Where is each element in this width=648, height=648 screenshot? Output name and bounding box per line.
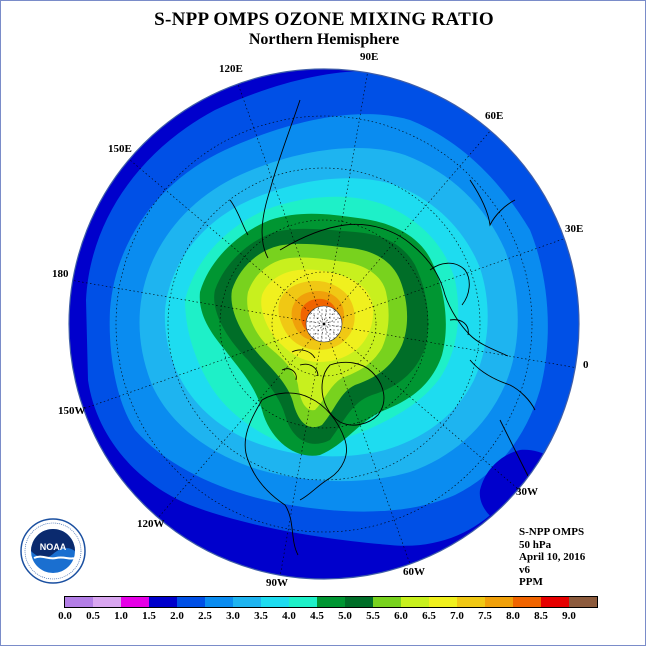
noaa-logo-icon: NOAA xyxy=(20,518,86,584)
colorbar-tick-label: 5.0 xyxy=(338,610,352,622)
info-block: S-NPP OMPS 50 hPa April 10, 2016 v6 PPM xyxy=(519,526,585,589)
colorbar-tick-label: 6.5 xyxy=(422,610,436,622)
lon-label-30w: 30W xyxy=(516,486,538,498)
colorbar-swatch xyxy=(317,597,345,607)
colorbar-swatch xyxy=(457,597,485,607)
ozone-contours xyxy=(69,69,579,579)
colorbar-tick-label: 8.5 xyxy=(534,610,548,622)
colorbar-swatch xyxy=(289,597,317,607)
colorbar-tick-label: 2.0 xyxy=(170,610,184,622)
lon-label-180: 180 xyxy=(52,268,69,280)
info-units: PPM xyxy=(519,576,543,588)
colorbar-tick-label: 6.0 xyxy=(394,610,408,622)
meridian-150w xyxy=(79,323,325,411)
colorbar-tick-label: 4.0 xyxy=(282,610,296,622)
info-version: v6 xyxy=(519,563,530,576)
colorbar-swatch xyxy=(205,597,233,607)
colorbar-swatch xyxy=(541,597,569,607)
colorbar-swatch xyxy=(373,597,401,607)
colorbar-swatch xyxy=(93,597,121,607)
colorbar-tick-label: 3.0 xyxy=(226,610,240,622)
coastlines xyxy=(229,99,549,556)
meridian-90w xyxy=(279,323,325,578)
colorbar-swatch xyxy=(149,597,177,607)
colorbar-swatch xyxy=(121,597,149,607)
colorbar-swatch xyxy=(485,597,513,607)
latitude-circle-80 xyxy=(271,271,377,377)
meridian-120e xyxy=(237,83,325,325)
colorbar-tick-label: 1.5 xyxy=(142,610,156,622)
colorbar-tick-label: 0.5 xyxy=(86,610,100,622)
colorbar-tick-label: 7.0 xyxy=(450,610,464,622)
asia-east-coast xyxy=(229,99,301,259)
map-title: S-NPP OMPS OZONE MIXING RATIO xyxy=(154,9,494,30)
colorbar xyxy=(64,596,598,608)
map-subtitle: Northern Hemisphere xyxy=(248,31,400,48)
lon-label-150e: 150E xyxy=(108,143,132,155)
lon-label-0: 0 xyxy=(583,359,589,371)
colorbar-swatch xyxy=(261,597,289,607)
info-instrument: S-NPP OMPS xyxy=(519,526,585,538)
lon-label-60w: 60W xyxy=(403,566,425,578)
colorbar-swatch xyxy=(429,597,457,607)
lon-label-150w: 150W xyxy=(58,405,86,417)
colorbar-swatch xyxy=(569,597,597,607)
colorbar-tick-label: 8.0 xyxy=(506,610,520,622)
colorbar-tick-label: 9.0 xyxy=(562,610,576,622)
lon-label-90w: 90W xyxy=(266,577,288,589)
noaa-logo-text: NOAA xyxy=(40,542,67,552)
meridian-60e xyxy=(323,129,492,325)
europe-coast xyxy=(429,262,536,411)
eurasia-coast xyxy=(279,223,509,357)
meridian-180 xyxy=(69,279,325,325)
india-coast xyxy=(469,179,516,227)
colorbar-swatch xyxy=(401,597,429,607)
latitude-circle-50 xyxy=(115,115,533,533)
colorbar-swatch xyxy=(177,597,205,607)
colorbar-swatch xyxy=(65,597,93,607)
lon-label-60e: 60E xyxy=(485,110,504,122)
globe-outline xyxy=(68,68,580,580)
colorbar-tick-label: 5.5 xyxy=(366,610,380,622)
colorbar-swatch xyxy=(233,597,261,607)
colorbar-legend: 0.0 0.5 1.0 1.5 2.0 2.5 3.0 3.5 4.0 4.5 5.0 5.5 6.0 6… xyxy=(58,596,598,622)
colorbar-tick-label: 7.5 xyxy=(478,610,492,622)
meridian-120w xyxy=(157,323,325,519)
lon-label-120e: 120E xyxy=(219,63,243,75)
colorbar-tick-label: 2.5 xyxy=(198,610,212,622)
colorbar-tick-label: 4.5 xyxy=(310,610,324,622)
lon-label-120w: 120W xyxy=(137,518,165,530)
lon-label-90e: 90E xyxy=(360,51,379,63)
latitude-circle-60 xyxy=(167,167,481,481)
latitude-circle-70 xyxy=(219,219,429,429)
meridian-60w xyxy=(323,323,411,565)
colorbar-swatch xyxy=(513,597,541,607)
info-level: 50 hPa xyxy=(519,538,552,551)
canadian-archipelago xyxy=(281,349,319,381)
colorbar-tick-label: 1.0 xyxy=(114,610,128,622)
meridian-30e xyxy=(323,237,567,325)
colorbar-tick-label: 0.0 xyxy=(58,610,72,622)
meridian-0 xyxy=(323,323,579,369)
north-america-coast xyxy=(244,392,347,556)
greenland-coast xyxy=(321,361,385,426)
colorbar-tick-label: 3.5 xyxy=(254,610,268,622)
info-date: April 10, 2016 xyxy=(519,551,586,563)
meridian-90e xyxy=(323,69,369,325)
graticule xyxy=(69,69,579,578)
colorbar-swatch xyxy=(345,597,373,607)
lon-label-30e: 30E xyxy=(565,223,584,235)
